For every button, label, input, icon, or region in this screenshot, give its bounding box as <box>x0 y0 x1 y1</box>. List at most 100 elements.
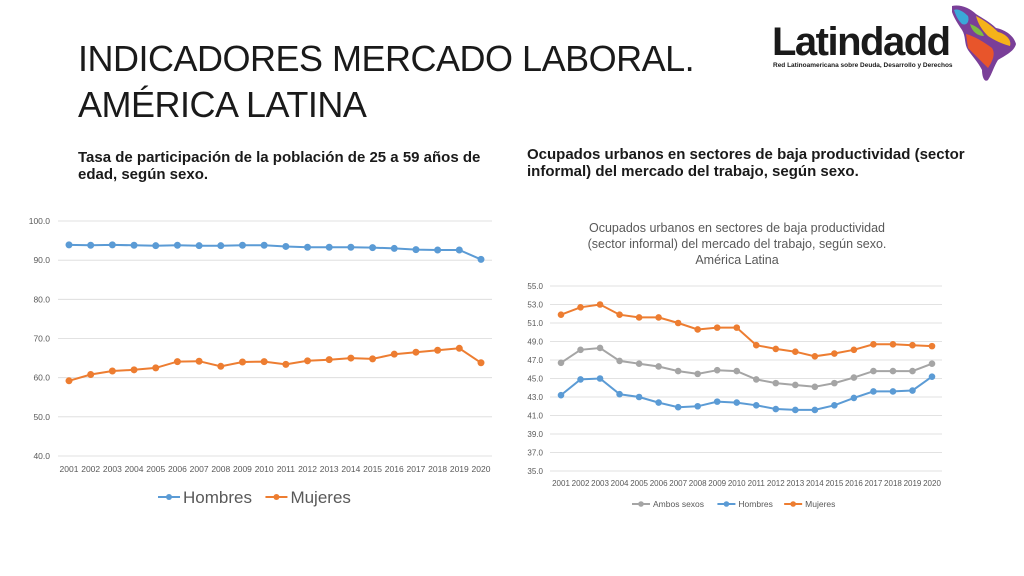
data-point <box>87 241 95 249</box>
data-point <box>65 377 73 385</box>
data-point <box>850 346 858 354</box>
data-point <box>831 379 838 387</box>
logo-tagline: Red Latinoamericana sobre Deuda, Desarro… <box>773 62 953 69</box>
data-point <box>674 319 682 327</box>
data-point <box>752 341 760 349</box>
data-point <box>811 353 819 360</box>
page-title-line1: INDICADORES MERCADO LABORAL. <box>78 38 695 79</box>
data-point <box>557 391 565 399</box>
data-point <box>596 301 604 308</box>
y-tick-label: 49.0 <box>527 338 543 347</box>
data-point <box>694 402 701 410</box>
legend-marker <box>273 494 280 500</box>
x-tick-label: 2002 <box>572 479 590 488</box>
data-point <box>577 376 584 383</box>
legend-marker <box>790 501 796 507</box>
series-line-mujeres <box>560 303 933 358</box>
data-point <box>390 244 398 252</box>
data-point <box>304 243 312 251</box>
data-point <box>195 242 203 250</box>
data-point <box>260 241 268 249</box>
x-tick-label: 2017 <box>865 479 883 488</box>
y-tick-label: 41.0 <box>527 412 543 421</box>
legend-label: Hombres <box>183 488 252 507</box>
x-tick-label: 2001 <box>60 464 79 474</box>
data-point <box>434 346 442 354</box>
chart-title-line: América Latina <box>695 253 778 267</box>
right-chart-subtitle: Ocupados urbanos en sectores de baja pro… <box>527 146 965 180</box>
data-point <box>870 388 877 395</box>
legend-marker <box>723 501 730 507</box>
data-point <box>733 399 741 406</box>
legend-label: Mujeres <box>290 488 350 507</box>
data-point <box>412 246 420 254</box>
x-tick-label: 2013 <box>320 464 339 474</box>
x-tick-label: 2015 <box>363 464 382 474</box>
data-point <box>325 243 333 251</box>
data-point <box>557 311 565 318</box>
data-point <box>694 326 701 333</box>
x-tick-label: 2004 <box>125 464 144 474</box>
x-tick-label: 2005 <box>146 464 165 474</box>
x-tick-label: 2019 <box>904 479 922 488</box>
data-point <box>152 364 160 372</box>
legend-label: Hombres <box>738 499 772 509</box>
x-tick-label: 2002 <box>81 464 100 474</box>
data-point <box>304 357 312 365</box>
latin-america-map-icon <box>952 5 1016 81</box>
x-tick-label: 2015 <box>825 479 843 488</box>
x-tick-label: 2003 <box>591 479 609 488</box>
data-point <box>217 242 225 250</box>
y-tick-label: 70.0 <box>33 334 50 344</box>
legend-label: Ambos sexos <box>653 499 704 509</box>
data-point <box>616 311 623 318</box>
legend-marker <box>166 494 172 500</box>
data-point <box>694 370 701 378</box>
data-point <box>850 394 858 402</box>
data-point <box>616 390 623 398</box>
series-line-mujeres <box>68 347 482 382</box>
data-point <box>455 344 463 352</box>
data-point <box>577 303 584 311</box>
y-tick-label: 43.0 <box>527 393 543 402</box>
data-point <box>347 243 355 251</box>
x-tick-label: 2011 <box>748 479 766 488</box>
data-point <box>909 387 916 394</box>
data-point <box>674 367 682 375</box>
data-point <box>811 383 819 391</box>
y-tick-label: 37.0 <box>527 449 543 458</box>
data-point <box>477 255 485 263</box>
x-tick-label: 2012 <box>767 479 785 488</box>
x-tick-label: 2001 <box>552 479 570 488</box>
latindadd-logo: Latindadd Red Latinoamericana sobre Deud… <box>770 4 1020 84</box>
x-tick-label: 2014 <box>806 479 824 488</box>
data-point <box>347 354 355 362</box>
x-tick-label: 2008 <box>689 479 707 488</box>
data-point <box>455 246 463 254</box>
data-point <box>130 241 138 249</box>
x-tick-label: 2008 <box>211 464 230 474</box>
data-point <box>713 398 721 405</box>
x-tick-label: 2007 <box>190 464 209 474</box>
data-point <box>733 367 741 375</box>
x-tick-label: 2018 <box>428 464 447 474</box>
y-tick-label: 51.0 <box>527 319 543 328</box>
data-point <box>792 381 799 389</box>
legend-label: Mujeres <box>805 499 835 509</box>
x-tick-label: 2020 <box>472 464 491 474</box>
x-tick-label: 2012 <box>298 464 317 474</box>
data-point <box>889 388 897 395</box>
left-chart-subtitle: Tasa de participación de la población de… <box>78 149 481 183</box>
data-point <box>282 242 290 250</box>
chart-title-line: Ocupados urbanos en sectores de baja pro… <box>589 221 885 235</box>
x-tick-label: 2016 <box>385 464 404 474</box>
data-point <box>928 342 936 350</box>
y-tick-label: 53.0 <box>527 301 543 310</box>
data-point <box>130 366 138 374</box>
series-line-ambos-sexos <box>560 346 933 388</box>
data-point <box>87 371 95 379</box>
x-tick-label: 2006 <box>168 464 187 474</box>
data-point <box>792 348 799 355</box>
data-point <box>655 399 662 406</box>
